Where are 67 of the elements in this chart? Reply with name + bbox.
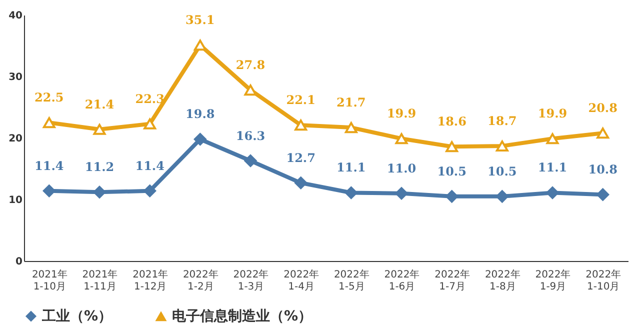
point [496, 140, 508, 152]
point [194, 132, 206, 146]
point [294, 176, 308, 190]
point [93, 186, 106, 198]
x-tick-label: 2022年 1-7月 [434, 268, 470, 292]
x-tick-label: 2021年 1-10月 [32, 268, 68, 292]
point [546, 133, 559, 144]
point [446, 190, 458, 203]
y-tick-label: 20 [8, 134, 23, 144]
data-label: 22.3 [135, 92, 164, 106]
point [596, 188, 610, 201]
y-tick-label: 40 [8, 10, 23, 22]
data-label: 27.8 [236, 58, 266, 72]
point [446, 141, 458, 152]
data-label: 35.1 [186, 13, 215, 28]
data-label: 11.1 [336, 160, 366, 175]
point [546, 186, 559, 199]
point [42, 184, 56, 198]
point [244, 154, 257, 167]
point [144, 184, 156, 198]
x-tick-label: 2022年 1-9月 [535, 268, 571, 292]
x-tick-label: 2021年 1-12月 [132, 268, 168, 292]
point [42, 117, 56, 128]
x-tick-label: 2022年 1-2月 [182, 268, 218, 292]
point [496, 190, 508, 203]
y-tick-label: 0 [16, 256, 23, 268]
data-label: 12.7 [286, 150, 316, 165]
point [244, 84, 257, 96]
data-label: 11.4 [34, 158, 64, 173]
data-label: 11.0 [386, 161, 416, 176]
data-label: 10.5 [437, 164, 466, 178]
data-label: 18.7 [488, 114, 517, 128]
data-label: 11.4 [135, 158, 164, 173]
x-tick-label: 2021年 1-11月 [82, 268, 118, 292]
x-tick-label: 2022年 1-5月 [334, 268, 370, 292]
y-tick-label: 30 [8, 72, 23, 83]
point [144, 118, 156, 130]
data-label: 10.5 [488, 164, 517, 178]
data-label: 22.5 [34, 90, 64, 105]
point [344, 122, 358, 134]
data-label: 19.8 [186, 107, 215, 122]
point [294, 120, 308, 131]
legend-label: 工业（%） [41, 308, 112, 324]
data-label: 21.7 [336, 96, 366, 110]
x-tick-label: 2022年 1-8月 [484, 268, 520, 292]
data-label: 18.6 [437, 114, 466, 129]
data-label: 11.1 [538, 160, 568, 175]
data-label: 21.4 [84, 97, 114, 112]
point [194, 40, 206, 51]
data-label: 11.2 [84, 160, 114, 174]
x-tick-label: 2022年 1-3月 [233, 268, 269, 292]
y-tick-label: 10 [8, 195, 23, 206]
data-label: 10.8 [588, 162, 618, 177]
point [596, 128, 610, 139]
x-tick-label: 2022年 1-4月 [284, 268, 320, 292]
point [395, 133, 408, 144]
point [93, 124, 106, 135]
x-tick-label: 2022年 1-6月 [384, 268, 420, 292]
data-label: 19.9 [538, 106, 568, 121]
data-label: 22.1 [286, 93, 316, 108]
point [344, 186, 358, 199]
data-label: 19.9 [386, 106, 416, 121]
data-label: 16.3 [236, 128, 266, 143]
data-label: 20.8 [588, 101, 618, 116]
point [395, 187, 408, 200]
x-tick-label: 2022年 1-10月 [586, 268, 622, 292]
legend-label: 电子信息制造业（%） [172, 308, 312, 324]
